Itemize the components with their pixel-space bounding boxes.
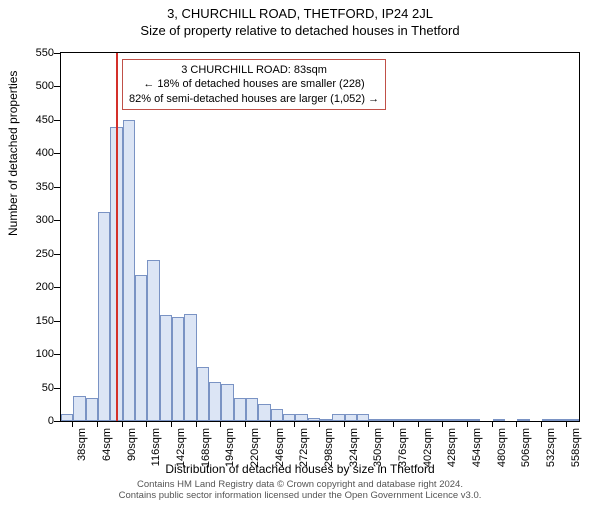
y-tick-label: 250 (36, 248, 54, 260)
histogram-bar (61, 414, 73, 421)
x-tick-mark (541, 422, 542, 427)
chart-plot-area: 3 CHURCHILL ROAD: 83sqm ← 18% of detache… (60, 52, 580, 422)
y-tick-label: 550 (36, 47, 54, 59)
histogram-bar (357, 414, 369, 421)
x-tick-mark (368, 422, 369, 427)
x-tick-mark (418, 422, 419, 427)
x-tick-mark (171, 422, 172, 427)
histogram-bar (283, 414, 295, 421)
x-tick-mark (146, 422, 147, 427)
info-line3: 82% of semi-detached houses are larger (… (129, 92, 379, 106)
x-tick-mark (270, 422, 271, 427)
x-tick-mark (319, 422, 320, 427)
x-tick-mark (122, 422, 123, 427)
x-tick-label: 90sqm (126, 428, 138, 461)
y-tick-label: 400 (36, 147, 54, 159)
histogram-bar (468, 419, 480, 421)
y-tick-label: 200 (36, 281, 54, 293)
histogram-bar (123, 120, 135, 421)
histogram-bar (554, 419, 566, 421)
x-tick-label: 38sqm (76, 428, 88, 461)
histogram-bar (542, 419, 554, 421)
x-axis-label: Distribution of detached houses by size … (0, 462, 600, 476)
histogram-bar (332, 414, 344, 421)
y-tick-label: 100 (36, 348, 54, 360)
histogram-bar (382, 419, 394, 421)
histogram-bar (308, 418, 320, 421)
x-tick-mark (516, 422, 517, 427)
y-tick-label: 500 (36, 80, 54, 92)
x-tick-mark (492, 422, 493, 427)
histogram-bar (98, 212, 110, 421)
histogram-bar (73, 396, 85, 421)
histogram-bar (271, 409, 283, 421)
footer-line2: Contains public sector information licen… (0, 491, 600, 502)
histogram-bar (172, 317, 184, 421)
y-tick-label: 150 (36, 315, 54, 327)
x-tick-mark (196, 422, 197, 427)
title-main: 3, CHURCHILL ROAD, THETFORD, IP24 2JL (0, 6, 600, 21)
histogram-bar (320, 419, 332, 421)
histogram-bar (258, 404, 270, 421)
info-line1: 3 CHURCHILL ROAD: 83sqm (129, 63, 379, 77)
x-tick-mark (393, 422, 394, 427)
y-tick-label: 350 (36, 181, 54, 193)
x-tick-mark (97, 422, 98, 427)
histogram-bar (419, 419, 431, 421)
title-sub: Size of property relative to detached ho… (0, 23, 600, 38)
x-tick-mark (566, 422, 567, 427)
histogram-bar (567, 419, 579, 421)
histogram-bar (295, 414, 307, 421)
x-tick-mark (245, 422, 246, 427)
histogram-bar (86, 398, 98, 421)
histogram-bar (443, 419, 455, 421)
histogram-bar (135, 275, 147, 421)
x-tick-mark (294, 422, 295, 427)
histogram-bar (456, 419, 468, 421)
x-tick-label: 116sqm (150, 428, 162, 466)
histogram-bar (406, 419, 418, 421)
histogram-bar (160, 315, 172, 421)
info-box: 3 CHURCHILL ROAD: 83sqm ← 18% of detache… (122, 59, 386, 110)
histogram-bar (246, 398, 258, 421)
histogram-bar (517, 419, 529, 421)
footer: Contains HM Land Registry data © Crown c… (0, 480, 600, 502)
histogram-bar (221, 384, 233, 421)
histogram-bar (345, 414, 357, 421)
histogram-bar (197, 367, 209, 421)
histogram-bar (184, 314, 196, 421)
histogram-bar (209, 382, 221, 421)
y-tick-label: 50 (42, 382, 54, 394)
histogram-bar (431, 419, 443, 421)
histogram-bar (493, 419, 505, 421)
y-tick-label: 450 (36, 114, 54, 126)
x-tick-mark (467, 422, 468, 427)
histogram-bar (369, 419, 381, 421)
x-tick-mark (72, 422, 73, 427)
info-line2: ← 18% of detached houses are smaller (22… (129, 77, 379, 91)
y-tick-label: 300 (36, 214, 54, 226)
property-marker-line (116, 53, 118, 421)
histogram-bar (234, 398, 246, 421)
x-tick-label: 64sqm (101, 428, 113, 461)
x-tick-mark (344, 422, 345, 427)
histogram-bar (147, 260, 159, 421)
x-tick-mark (442, 422, 443, 427)
x-tick-mark (220, 422, 221, 427)
histogram-bar (394, 419, 406, 421)
y-ticks: 050100150200250300350400450500550 (0, 52, 58, 422)
